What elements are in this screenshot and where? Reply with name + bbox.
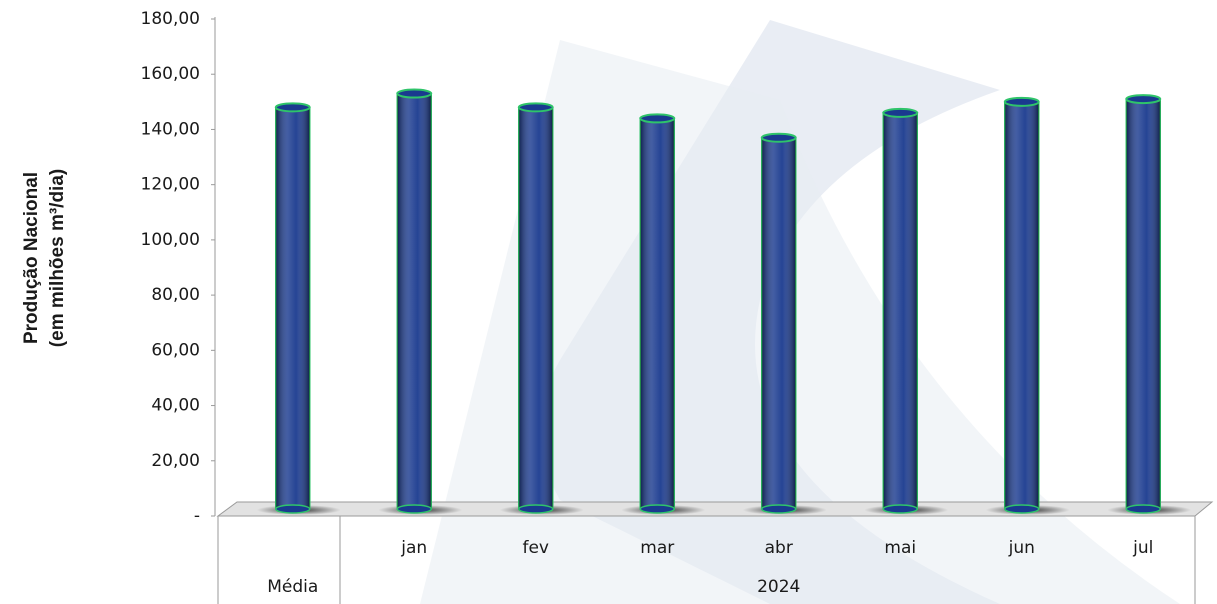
bar-shine (1004, 101, 1039, 509)
y-tick-label: 120,00 (141, 175, 200, 195)
bar-bottom (275, 504, 311, 514)
x-tick-label: jun (1008, 538, 1035, 558)
bar-top (882, 107, 919, 118)
bar-top (1003, 96, 1040, 107)
watermark (420, 40, 1180, 604)
bar-bottom (761, 504, 797, 514)
y-tick-label: 160,00 (141, 64, 200, 84)
y-tick-label: 100,00 (141, 230, 200, 250)
bar-top (760, 132, 797, 143)
bar-top (396, 88, 433, 99)
bar-shine (518, 107, 553, 509)
x-tick-label: jul (1132, 538, 1153, 558)
bar-bottom (1125, 504, 1161, 514)
y-axis-title: (em milhões m³/dia) (47, 169, 68, 347)
bar-shine (397, 93, 432, 510)
y-tick-label: 40,00 (151, 396, 200, 416)
x-tick-label: fev (522, 538, 549, 558)
bar-shine (275, 107, 310, 509)
x-group-label: 2024 (757, 577, 800, 597)
bar-top (274, 102, 311, 113)
bar-bottom (639, 504, 675, 514)
y-tick-label: 180,00 (141, 9, 200, 29)
bar-top (517, 102, 554, 113)
bar-bottom (396, 504, 432, 514)
bar-shine (1126, 99, 1161, 510)
bar-bottom (882, 504, 918, 514)
bar-shine (640, 118, 675, 510)
y-tick-label: 60,00 (151, 340, 200, 360)
y-tick-label: - (194, 506, 200, 526)
y-tick-label: 20,00 (151, 451, 200, 471)
bar-shine (761, 137, 796, 509)
x-tick-label: jan (400, 538, 427, 558)
y-axis-title: Produção Nacional (21, 172, 42, 344)
bar-top (1125, 94, 1162, 105)
x-tick-label: mai (884, 538, 916, 558)
x-tick-label: abr (765, 538, 793, 558)
y-tick-label: 140,00 (141, 119, 200, 139)
bar-top (639, 113, 676, 124)
bar-shine (883, 112, 918, 509)
x-tick-label: mar (640, 538, 674, 558)
bar-bottom (1004, 504, 1040, 514)
x-group-label: Média (267, 577, 318, 597)
bar-bottom (518, 504, 554, 514)
y-tick-label: 80,00 (151, 285, 200, 305)
